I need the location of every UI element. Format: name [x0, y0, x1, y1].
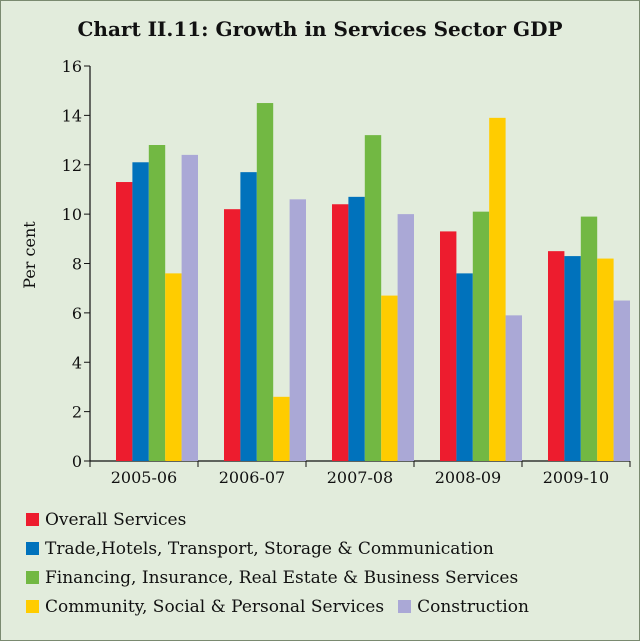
legend-label: Overall Services	[45, 509, 187, 530]
bar	[332, 204, 349, 461]
bar	[440, 231, 457, 461]
legend-label: Community, Social & Personal Services	[45, 596, 385, 617]
x-tick-label: 2009-10	[543, 468, 609, 487]
bar	[381, 295, 398, 461]
bar	[181, 154, 198, 461]
bar	[456, 273, 473, 461]
y-tick-label: 14	[62, 106, 82, 125]
plot-area: 0 2 4 6 8 10 12 14 16 2005-06 2006-07 2007-08 2008-0…	[62, 57, 631, 487]
bar	[240, 172, 257, 461]
chart-title: Chart II.11: Growth in Services Sector G…	[77, 17, 563, 41]
y-tick-label: 10	[62, 205, 82, 224]
bar	[348, 196, 365, 461]
bar	[548, 251, 565, 461]
bar-chart: 0 2 4 6 8 10 12 14 16 2005-06 2006-07 2007-08 2008-0…	[20, 57, 631, 487]
bar	[397, 214, 414, 461]
legend-row: Financing, Insurance, Real Estate & Busi…	[26, 563, 636, 592]
bar	[505, 315, 522, 461]
x-tick-label: 2008-09	[435, 468, 501, 487]
y-tick-label: 8	[72, 255, 82, 274]
x-tick-label: 2006-07	[219, 468, 285, 487]
y-tick-label: 16	[62, 57, 82, 76]
legend-item-construction: Construction	[398, 597, 529, 617]
bar	[224, 209, 241, 461]
legend-swatch	[398, 600, 412, 613]
legend-label: Trade,Hotels, Transport, Storage & Commu…	[45, 538, 494, 559]
legend-row: Trade,Hotels, Transport, Storage & Commu…	[26, 534, 636, 563]
bar	[289, 199, 306, 461]
legend-label: Construction	[417, 596, 529, 617]
y-axis-title: Per cent	[20, 221, 39, 289]
bar	[364, 135, 382, 461]
bar	[256, 103, 274, 461]
bar	[132, 162, 149, 461]
legend-item-trade-hotels: Trade,Hotels, Transport, Storage & Commu…	[26, 539, 494, 559]
x-tick-label: 2007-08	[327, 468, 393, 487]
legend-swatch	[26, 542, 39, 555]
y-tick-label: 12	[62, 156, 82, 175]
legend: Overall Services Trade,Hotels, Transport…	[26, 505, 636, 621]
legend-swatch	[26, 513, 39, 526]
bar	[148, 145, 166, 461]
legend-row: Overall Services	[26, 505, 636, 534]
bar	[613, 300, 630, 461]
y-tick-label: 0	[72, 452, 82, 471]
legend-swatch	[26, 571, 39, 584]
legend-label: Financing, Insurance, Real Estate & Busi…	[45, 567, 519, 588]
legend-item-overall-services: Overall Services	[26, 510, 186, 530]
legend-swatch	[26, 600, 39, 613]
bar	[564, 256, 581, 461]
legend-item-financing: Financing, Insurance, Real Estate & Busi…	[26, 568, 518, 588]
bar	[580, 216, 598, 461]
y-tick-label: 6	[72, 304, 82, 323]
x-tick-label: 2005-06	[111, 468, 177, 487]
bar	[472, 211, 490, 461]
legend-row: Community, Social & Personal Services Co…	[26, 592, 636, 621]
legend-item-community: Community, Social & Personal Services	[26, 597, 384, 617]
y-tick-label: 4	[72, 353, 82, 372]
bar	[273, 396, 290, 461]
bar	[165, 273, 182, 461]
y-tick-label: 2	[72, 403, 82, 422]
bar	[116, 182, 133, 461]
bar	[597, 258, 614, 461]
bar	[489, 117, 506, 461]
